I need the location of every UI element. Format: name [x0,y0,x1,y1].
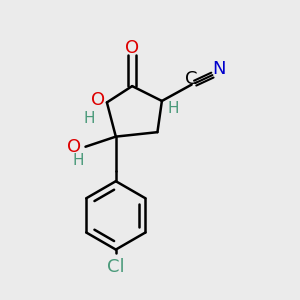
Text: H: H [73,153,84,168]
Text: H: H [83,111,95,126]
Text: O: O [124,39,139,57]
Text: H: H [167,101,179,116]
Text: O: O [91,91,105,109]
Text: Cl: Cl [107,258,124,276]
Text: O: O [67,138,81,156]
Text: C: C [185,70,198,88]
Text: N: N [212,60,226,78]
